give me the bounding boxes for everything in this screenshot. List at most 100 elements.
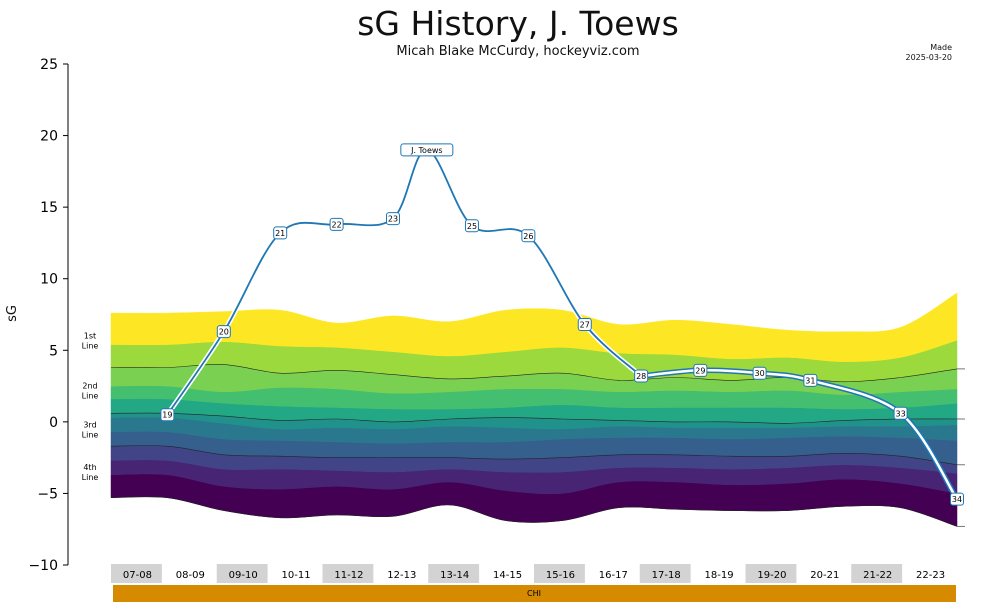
age-marker-box [329, 217, 344, 231]
line-label: Line [82, 473, 99, 482]
season-label: 17-18 [652, 570, 681, 581]
age-marker-box [693, 363, 708, 377]
age-marker-label: 34 [952, 495, 962, 504]
season-label: 14-15 [493, 570, 522, 581]
line-label: 2nd [82, 381, 97, 390]
season-label: 20-21 [810, 570, 839, 581]
age-marker: 28 [634, 369, 649, 383]
age-marker-label: 29 [695, 366, 705, 375]
line-label: 4th [83, 463, 96, 472]
line-label: Line [82, 431, 99, 440]
age-marker: 22 [329, 217, 344, 231]
age-marker-label: 28 [636, 372, 646, 381]
season-cell [639, 564, 691, 583]
age-marker-label: 23 [388, 215, 398, 224]
season-label: 22-23 [916, 570, 945, 581]
player-series: 19 20 21 22 23 J. Toews 25 26 27 28 29 30 31 33 34 [160, 143, 964, 506]
made-date-value: 2025-03-20 [905, 53, 953, 62]
line-label: Line [82, 341, 99, 350]
y-tick-label: 15 [40, 200, 58, 216]
y-axis: −10 −5 0 5 10 15 20 25 [28, 57, 69, 574]
age-marker: 30 [752, 366, 767, 380]
age-marker-box [752, 366, 767, 380]
y-tick-label: 0 [49, 415, 58, 431]
season-label: 18-19 [705, 570, 734, 581]
median-lines [110, 364, 965, 527]
age-marker-label: J. Toews [410, 146, 443, 155]
player-line [166, 148, 642, 416]
age-marker-box [577, 318, 592, 332]
made-label: Made [930, 43, 952, 52]
age-marker-box [386, 212, 400, 226]
age-marker: 31 [803, 373, 818, 387]
season-cell [745, 564, 797, 583]
line-label: 3rd [83, 421, 96, 430]
y-tick-label: 25 [40, 57, 58, 73]
age-marker: 19 [160, 408, 175, 422]
distribution-bands [110, 292, 958, 527]
age-marker: 25 [464, 219, 479, 233]
age-marker-label: 26 [523, 232, 533, 241]
made-date: Made 2025-03-20 [906, 43, 953, 63]
season-label: 08-09 [176, 570, 205, 581]
season-labels: 07-08 08-09 09-10 10-11 11-12 12-13 13-14 14-15… [111, 564, 956, 602]
season-label: 11-12 [334, 570, 363, 581]
age-marker: J. Toews [400, 143, 454, 157]
chart-subtitle: Micah Blake McCurdy, hockeyviz.com [396, 44, 640, 59]
season-cell [216, 564, 268, 583]
age-marker: 34 [950, 492, 964, 506]
season-label: 10-11 [282, 570, 311, 581]
age-marker-label: 20 [219, 328, 229, 337]
team-bar [113, 585, 956, 602]
team-label: CHI [527, 589, 541, 598]
tier-boundary-line [110, 496, 958, 527]
age-marker-box [160, 408, 175, 422]
y-tick-label: 20 [40, 129, 58, 145]
season-label: 15-16 [546, 570, 575, 581]
age-marker: 23 [386, 212, 400, 226]
tier-boundary-line [110, 445, 958, 466]
season-cell [111, 564, 162, 583]
age-marker-box [521, 229, 536, 243]
age-marker: 33 [893, 406, 908, 420]
age-marker-label: 27 [580, 321, 590, 330]
age-marker-label: 21 [275, 229, 285, 238]
season-label: 19-20 [757, 570, 786, 581]
age-marker-box [950, 492, 964, 506]
age-marker-box [400, 143, 454, 157]
season-label: 07-08 [123, 570, 152, 581]
season-label: 21-22 [863, 570, 892, 581]
age-marker-box [803, 373, 818, 387]
line-label: 1st [84, 331, 96, 340]
age-marker: 27 [577, 318, 592, 332]
season-cell [534, 564, 585, 583]
age-marker-box [464, 219, 479, 233]
age-marker: 26 [521, 229, 536, 243]
season-cell [322, 564, 374, 583]
age-marker-box [273, 226, 288, 240]
line-label: Line [82, 391, 99, 400]
season-cell [428, 564, 480, 583]
y-tick-label: 10 [40, 272, 58, 288]
season-label: 16-17 [599, 570, 628, 581]
season-label: 12-13 [387, 570, 416, 581]
season-label: 09-10 [229, 570, 258, 581]
chart-title: sG History, J. Toews [357, 4, 679, 43]
season-cell [851, 564, 903, 583]
age-marker-label: 33 [896, 409, 906, 418]
y-tick-label: −10 [28, 558, 58, 574]
season-label: 13-14 [440, 570, 469, 581]
tier-boundary-line [110, 412, 958, 424]
age-marker-box [216, 325, 231, 339]
age-marker: 29 [693, 363, 708, 377]
age-marker-label: 22 [332, 220, 342, 229]
y-tick-label: −5 [37, 486, 58, 502]
age-marker: 21 [273, 226, 288, 240]
age-marker-label: 19 [162, 411, 172, 420]
age-marker-label: 25 [467, 222, 477, 231]
age-marker-label: 30 [755, 369, 765, 378]
age-marker-box [893, 406, 908, 420]
y-tick-label: 5 [49, 343, 58, 359]
